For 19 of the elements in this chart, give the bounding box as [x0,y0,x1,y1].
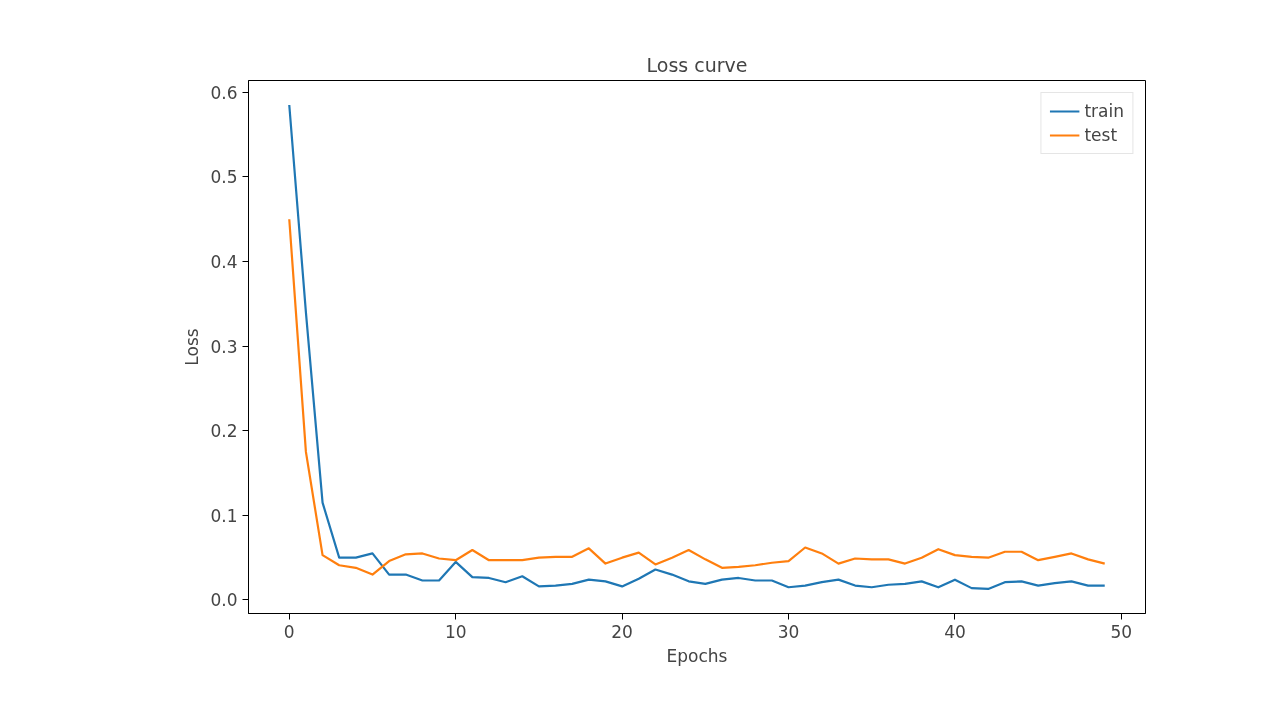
legend-label: test [1084,125,1118,145]
x-tick-label: 40 [944,621,966,642]
y-tick-label: 0.6 [210,82,238,103]
y-tick-label: 0.0 [210,590,238,611]
chart-title: Loss curve [646,53,748,76]
x-tick-label: 20 [611,621,633,642]
legend-label: train [1084,101,1124,121]
y-axis-title: Loss [182,328,203,366]
y-tick-label: 0.2 [210,421,238,442]
line-series [288,218,1106,576]
y-tick-label: 0.3 [210,336,238,357]
x-tick-label: 50 [1110,621,1133,642]
x-tick-label: 0 [283,621,295,642]
y-tick-label: 0.1 [210,505,238,526]
x-tick-label: 30 [777,621,800,642]
x-tick-label: 10 [444,621,467,642]
y-tick-label: 0.4 [210,252,238,273]
y-tick-label: 0.5 [210,167,238,188]
x-axis-title: Epochs [666,645,728,666]
